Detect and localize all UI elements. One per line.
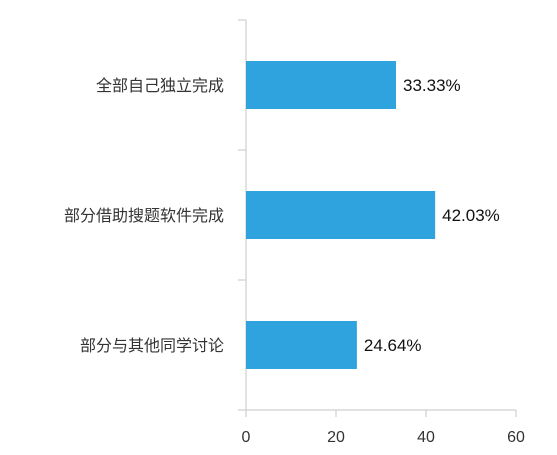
category-label: 部分与其他同学讨论	[80, 336, 224, 355]
bar	[246, 321, 357, 369]
x-tick-label: 40	[417, 429, 435, 446]
x-tick-label: 60	[507, 429, 525, 446]
value-label: 24.64%	[364, 336, 422, 355]
category-label: 部分借助搜题软件完成	[64, 206, 224, 225]
value-label: 42.03%	[442, 206, 500, 225]
bars	[246, 61, 436, 369]
x-tick-label: 0	[242, 429, 251, 446]
bar	[246, 191, 436, 239]
x-tick-label: 20	[327, 429, 345, 446]
bar	[246, 61, 396, 109]
value-label: 33.33%	[403, 76, 461, 95]
labels: 全部自己独立完成 33.33% 部分借助搜题软件完成 42.03% 部分与其他同学讨论 2…	[64, 76, 500, 355]
category-label: 全部自己独立完成	[96, 76, 224, 95]
